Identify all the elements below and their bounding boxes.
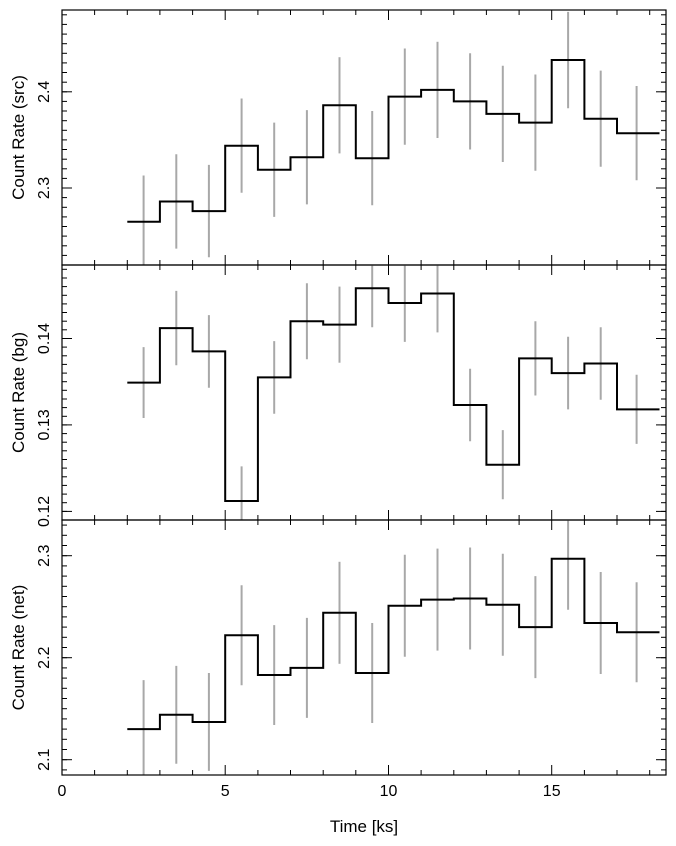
x-tick-label: 10 xyxy=(380,783,398,800)
x-tick-label: 15 xyxy=(543,783,561,800)
step-line xyxy=(127,557,660,731)
y-axis-title: Count Rate (src) xyxy=(9,75,28,200)
panel-frame xyxy=(61,9,667,266)
panel-3: 2.1 2.2 2.3 Count Rate (net) 0 5 10 15 Time [ks] xyxy=(9,519,667,836)
y-tick-label: 0.13 xyxy=(36,409,53,440)
y-axis-title: Count Rate (bg) xyxy=(9,332,28,453)
step-line xyxy=(127,287,660,502)
y-tick-label: 2.2 xyxy=(36,646,53,668)
panel-frame xyxy=(61,264,667,521)
x-tick-label: 5 xyxy=(221,783,230,800)
plot-area xyxy=(127,11,660,265)
plot-area xyxy=(127,265,660,520)
y-tick-label: 2.3 xyxy=(36,544,53,566)
x-tick-label: 0 xyxy=(58,783,67,800)
y-tick-label: 2.1 xyxy=(36,748,53,770)
y-tick-label: 0.14 xyxy=(36,323,53,354)
step-line xyxy=(127,59,660,223)
panel-1: 2.3 2.4 Count Rate (src) xyxy=(9,9,667,266)
y-tick-label: 0.12 xyxy=(36,496,53,527)
y-axis-title: Count Rate (net) xyxy=(9,585,28,711)
panel-2: 0.12 0.13 0.14 Count Rate (bg) xyxy=(9,264,667,527)
y-tick-label: 2.4 xyxy=(36,81,53,103)
plot-area xyxy=(127,520,660,775)
y-tick-label: 2.3 xyxy=(36,177,53,199)
x-axis-title: Time [ks] xyxy=(330,817,398,836)
